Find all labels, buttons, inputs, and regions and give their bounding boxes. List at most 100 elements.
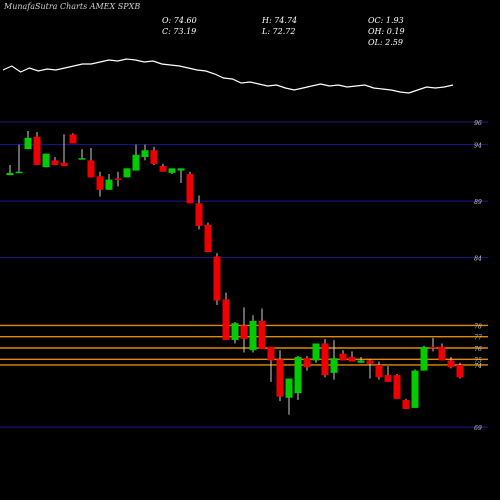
price-label: 96 — [474, 120, 482, 127]
candle — [186, 171, 194, 204]
candle — [51, 157, 59, 165]
candle-body — [411, 370, 419, 408]
candle — [204, 222, 212, 252]
candle — [168, 168, 176, 174]
candle-body — [159, 166, 167, 172]
candle-body — [438, 346, 446, 361]
candle-body — [150, 150, 158, 164]
candle-body — [15, 171, 23, 174]
price-label: 84 — [474, 256, 482, 263]
candle-body — [402, 399, 410, 410]
candle — [132, 144, 140, 171]
candle-body — [375, 364, 383, 378]
candle-body — [213, 256, 221, 301]
candle-body — [456, 364, 464, 378]
candle — [447, 357, 455, 369]
candle — [267, 346, 275, 382]
candle-body — [312, 343, 320, 361]
price-label: 75 — [474, 357, 482, 364]
price-label: 78 — [474, 323, 482, 330]
candle — [177, 168, 185, 184]
candle-body — [384, 375, 392, 382]
candle-body — [276, 359, 284, 397]
candle — [339, 350, 347, 361]
candle — [312, 343, 320, 363]
candles — [6, 131, 464, 415]
candle-body — [240, 325, 248, 339]
candle — [141, 144, 149, 161]
candle-body — [24, 137, 32, 150]
candle — [69, 133, 77, 144]
price-label: 69 — [474, 425, 482, 432]
candle-body — [141, 150, 149, 158]
low-stat: L: 72.72 — [262, 27, 296, 36]
candle-body — [321, 343, 329, 376]
candle-body — [231, 323, 239, 341]
open-stat: O: 74.60 — [162, 16, 197, 25]
candle-body — [258, 320, 266, 350]
candle-body — [6, 172, 14, 176]
candle-body — [33, 136, 41, 165]
candle — [402, 398, 410, 410]
candle — [366, 359, 374, 379]
candle-body — [366, 360, 374, 364]
candle — [105, 173, 113, 190]
grid-lines — [0, 121, 488, 428]
candle — [222, 292, 230, 341]
candle-body — [267, 346, 275, 361]
candle-body — [42, 153, 50, 168]
candle — [411, 369, 419, 408]
candle — [231, 322, 239, 344]
price-label: 76 — [474, 346, 482, 353]
candle — [240, 307, 248, 353]
candle — [294, 355, 302, 400]
candle — [438, 343, 446, 361]
close-stat: C: 73.19 — [162, 27, 197, 36]
candle-body — [330, 358, 338, 373]
candle-body — [186, 173, 194, 204]
candle-body — [96, 176, 104, 190]
candle — [321, 338, 329, 378]
candle — [384, 366, 392, 382]
oc-stat: OC: 1.93 — [368, 16, 404, 25]
candle — [60, 134, 68, 167]
candle — [42, 153, 50, 168]
chart-title: MunafaSutra Charts AMEX SPXB — [4, 2, 141, 11]
candle-body — [249, 320, 257, 351]
candle — [258, 308, 266, 350]
candle-body — [195, 203, 203, 226]
candle — [213, 253, 221, 306]
candle-body — [132, 154, 140, 171]
candle-body — [87, 160, 95, 178]
candle — [456, 362, 464, 379]
candle — [375, 361, 383, 380]
candle-body — [51, 160, 59, 165]
candle — [276, 350, 284, 402]
candle — [123, 168, 131, 178]
candle — [429, 337, 437, 352]
candle-body — [303, 358, 311, 368]
candle-body — [429, 346, 437, 349]
candle — [330, 340, 338, 380]
candle — [303, 355, 311, 371]
candle — [195, 195, 203, 230]
candle-body — [447, 360, 455, 368]
price-label: 89 — [474, 199, 482, 206]
candle-body — [78, 158, 86, 160]
price-label: 74 — [474, 363, 482, 370]
high-stat: H: 74.74 — [262, 16, 298, 25]
candle-body — [357, 360, 365, 363]
candle — [249, 315, 257, 353]
candle-body — [105, 179, 113, 190]
candle — [420, 345, 428, 371]
candle-body — [204, 224, 212, 252]
candle — [114, 171, 122, 187]
candle — [6, 164, 14, 176]
candle-body — [168, 168, 176, 173]
candle-body — [339, 353, 347, 361]
candle — [33, 132, 41, 165]
candle — [393, 373, 401, 399]
candle — [24, 131, 32, 150]
candle — [348, 351, 356, 362]
ol-stat: OL: 2.59 — [368, 38, 403, 47]
